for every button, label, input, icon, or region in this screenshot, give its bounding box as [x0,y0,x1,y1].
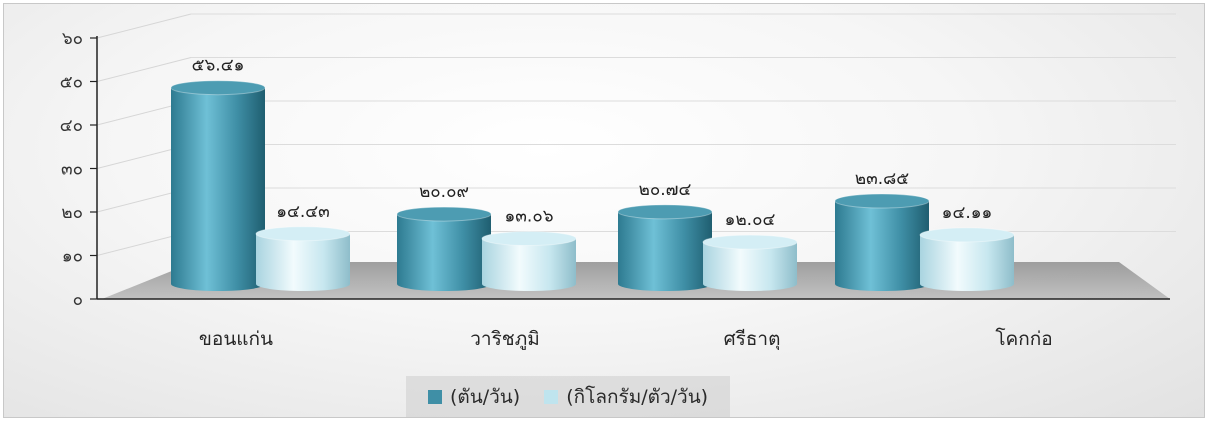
bar-top [617,204,713,220]
data-label: ๒๓.๘๕ [855,169,909,189]
data-label: ๑๔.๑๑ [942,203,993,223]
data-label: ๑๓.๐๖ [505,207,554,227]
bar-body [256,233,350,291]
bar-top [702,234,798,250]
bar-top [170,80,266,96]
bar-series-2 [481,231,577,291]
x-tick-label: ศรีธาตุ [724,328,781,351]
legend-item-series-1: (ตัน/วัน) [428,382,520,412]
bar-body [618,211,712,291]
x-tick-label: โคกก่อ [995,327,1052,350]
legend-item-series-2: (กิโลกรัม/ตัว/วัน) [544,382,708,412]
legend-swatch-series-2 [544,390,559,404]
x-tick-label: ขอนแก่น [199,328,273,350]
y-tick-label: ๕๐ [60,73,83,93]
data-label: ๒๐.๗๔ [639,180,692,200]
legend-label-series-2: (กิโลกรัม/ตัว/วัน) [566,386,709,408]
bar-body [482,238,576,291]
bar-series-1 [617,204,713,291]
bar-body [920,234,1014,291]
bar-top [834,193,930,209]
bar-top [481,231,577,247]
y-tick-label: ๒๐ [61,203,83,223]
bar-top [396,206,492,222]
bar-body [171,87,265,291]
bar-top [919,227,1015,243]
bar-body [397,214,491,291]
bar-body [835,201,929,291]
bar-top [255,226,351,242]
data-label: ๕๖.๔๑ [192,56,245,76]
y-tick-label: ๑๐ [62,247,83,267]
gridline-diagonal [96,13,192,39]
bar-series-1 [834,193,930,291]
bar-series-1 [396,206,492,291]
x-tick-label: วาริชภูมิ [470,328,540,350]
y-tick-label: ๐ [73,290,83,310]
y-tick-label: ๖๐ [62,29,83,49]
bar-series-2 [702,234,798,291]
chart-frame: ๐ ๑๐ ๒๐ ๓๐ ๔๐ ๕๐ ๖๐ ๕๖.๔๑๑๔.๔๓ขอนแก่น ๒๐.๐๙๑๓.๐… [3,3,1205,418]
data-label: ๒๐.๐๙ [419,182,469,202]
y-tick-label: ๔๐ [60,116,83,136]
bar-series-1 [170,80,266,291]
legend-label-series-1: (ตัน/วัน) [450,386,521,408]
data-label: ๑๒.๐๔ [725,210,776,230]
bar-series-2 [255,226,351,291]
legend-swatch-series-1 [428,390,442,404]
chart-legend: (ตัน/วัน) (กิโลกรัม/ตัว/วัน) [406,376,731,417]
gridline-diagonal [96,57,192,82]
data-label: ๑๔.๔๓ [276,202,330,222]
bar-body [703,242,797,291]
bar-series-2 [919,227,1015,291]
y-tick-label: ๓๐ [61,160,83,180]
